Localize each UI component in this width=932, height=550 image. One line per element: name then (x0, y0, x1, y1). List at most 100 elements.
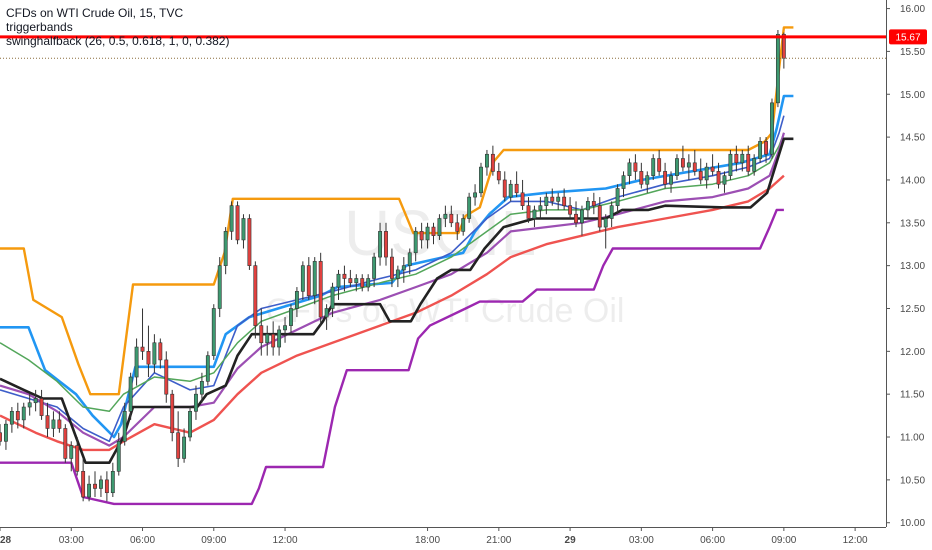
candle-body (289, 308, 293, 326)
candle-body (110, 471, 115, 494)
candle (770, 98, 774, 159)
candle (104, 471, 109, 502)
chart-legend: CFDs on WTI Crude Oil, 15, TVC triggerba… (6, 6, 229, 48)
candle (663, 162, 668, 189)
candle (140, 308, 145, 360)
candle (229, 201, 234, 240)
candle (479, 162, 483, 198)
candle (651, 154, 656, 180)
price-axis[interactable]: 16.00 15.50 15.00 14.50 14.00 13.50 13.00 12.50… (886, 0, 925, 529)
candle-body (271, 333, 276, 348)
candle-body (199, 381, 204, 395)
line-upper_band (0, 26, 794, 396)
candle-body (0, 432, 2, 442)
candle (680, 145, 685, 172)
candle (413, 227, 418, 262)
candle (176, 411, 181, 468)
candle-body (360, 278, 365, 288)
candle-body (461, 218, 466, 232)
candle (562, 188, 567, 210)
legend-symbol[interactable]: CFDs on WTI Crude Oil, 15, TVC (6, 6, 184, 20)
time-tick-label: 29 (565, 535, 577, 546)
candle (734, 145, 739, 172)
candle (217, 257, 222, 318)
candle (289, 304, 293, 335)
last-price-tag-bg (889, 29, 927, 45)
candle-body (437, 218, 442, 236)
candle (574, 201, 578, 228)
candle (490, 145, 495, 176)
candle (597, 197, 602, 232)
candle-body (526, 205, 531, 219)
candle-body (366, 278, 371, 288)
candle (300, 261, 305, 300)
time-tick-label: 28 (0, 535, 12, 546)
candle (69, 441, 74, 472)
legend-indicator-swinghalfback[interactable]: swinghalfback (26, 0.5, 0.618, 1, 0, 0.3… (6, 34, 230, 48)
candle-body (502, 179, 507, 198)
candle-body (93, 483, 97, 489)
candle-body (211, 308, 216, 356)
candle-body (253, 265, 258, 326)
candle (360, 274, 365, 292)
candle-body (591, 201, 596, 206)
candle (223, 227, 228, 275)
candle-body (9, 411, 14, 425)
candle (128, 372, 133, 420)
line-black_line (0, 137, 794, 464)
time-axis[interactable]: 28 03:00 06:00 09:00 12:00 18:00 21:00 29 03:00 0… (0, 527, 886, 546)
price-tick-label: 11.00 (900, 433, 925, 444)
candle (758, 137, 763, 163)
candle (87, 475, 92, 502)
candle (39, 389, 44, 420)
candle-body (164, 359, 169, 395)
price-tick-label: 10.50 (900, 475, 925, 486)
legend-indicator-triggerbands[interactable]: triggerbands (6, 20, 73, 34)
line-green_line (0, 132, 785, 413)
candle-body (247, 218, 252, 266)
candle (324, 304, 329, 330)
candle-body (722, 175, 727, 185)
candle-body (669, 175, 673, 185)
candle-body (176, 432, 181, 459)
candle-body (538, 205, 543, 211)
candle-body (116, 441, 121, 472)
candle (45, 402, 50, 438)
candle (265, 325, 270, 356)
candle (241, 214, 246, 249)
time-tick-label: 09:00 (201, 535, 226, 546)
price-tick-label: 13.00 (900, 261, 925, 272)
candle (508, 179, 513, 202)
candle (336, 269, 341, 300)
candle-body (686, 162, 691, 168)
time-tick-label: 21:00 (486, 535, 511, 546)
candle (146, 325, 151, 378)
time-tick-label: 03:00 (629, 535, 654, 546)
candle-body (752, 158, 757, 172)
candle-body (639, 171, 644, 185)
candle (205, 351, 210, 386)
candle (378, 222, 382, 266)
candle-body (550, 196, 555, 202)
candle-body (764, 141, 768, 155)
candle (194, 385, 198, 420)
candle-body (15, 411, 20, 421)
candle (645, 171, 650, 193)
candle-body (318, 261, 323, 318)
candle-body (277, 329, 282, 348)
candle-body (140, 346, 145, 352)
candle (455, 214, 460, 240)
price-tick-label: 14.50 (900, 133, 925, 144)
candle (0, 424, 2, 446)
candle-body (229, 205, 234, 232)
candle-body (645, 175, 650, 185)
candle (467, 192, 472, 223)
candle (247, 214, 252, 270)
candle-body (45, 415, 50, 429)
candle (134, 338, 139, 386)
candle (348, 269, 353, 288)
candle-body (306, 265, 311, 296)
candle-body (235, 205, 240, 241)
candle-body (544, 196, 549, 206)
